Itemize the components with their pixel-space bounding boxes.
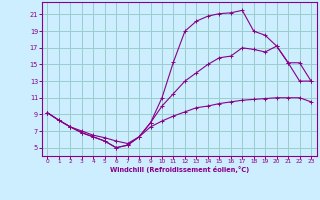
X-axis label: Windchill (Refroidissement éolien,°C): Windchill (Refroidissement éolien,°C) [109, 166, 249, 173]
